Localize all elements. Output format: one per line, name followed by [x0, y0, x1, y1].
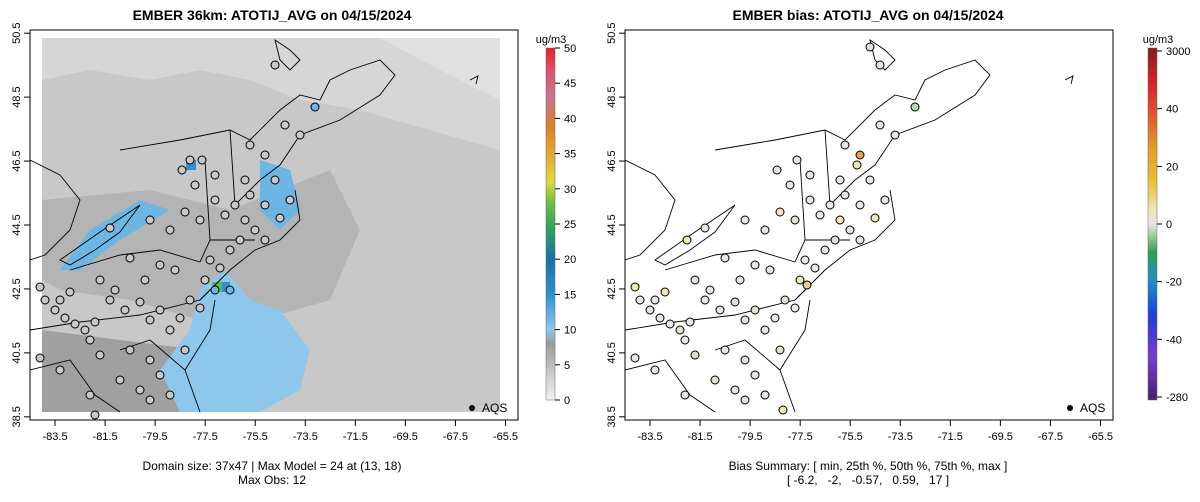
right-colorbar: ug/m3 3000 40 20 0 -20 -40 -280 — [1143, 34, 1191, 404]
left-colorbar-tick-label: 50 — [564, 43, 576, 55]
right-title: EMBER bias: ATOTIJ_AVG on 04/15/2024 — [732, 7, 1003, 23]
right-x-tick-label: -69.5 — [988, 431, 1013, 443]
right-footer-line2: [ -6.2, -2, -0.57, 0.59, 17 ] — [787, 473, 949, 487]
left-footer-line1: Domain size: 37x47 | Max Model = 24 at (… — [143, 459, 402, 473]
left-x-tick-label: -73.5 — [293, 431, 318, 443]
left-x-axis: -83.5 -81.5 -79.5 -77.5 -75.5 -73.5 -71.5 -69.5… — [42, 420, 518, 443]
left-colorbar-tick-label: 35 — [564, 149, 576, 161]
left-legend-dot — [469, 405, 475, 411]
left-legend-label: AQS — [482, 401, 507, 415]
left-x-tick-label: -67.5 — [443, 431, 468, 443]
right-colorbar-tick-label: -280 — [1166, 392, 1188, 404]
right-legend-label: AQS — [1080, 401, 1105, 415]
left-x-tick-label: -83.5 — [42, 431, 67, 443]
right-footer-line1: Bias Summary: [ min, 25th %, 50th %, 75t… — [729, 459, 1008, 473]
right-x-tick-label: -65.5 — [1088, 431, 1113, 443]
right-y-tick-label: 50.5 — [606, 22, 618, 43]
right-colorbar-tick-label: 3000 — [1166, 46, 1190, 58]
left-colorbar-tick-label: 25 — [564, 219, 576, 231]
right-colorbar-tick-label: -20 — [1166, 277, 1182, 289]
left-footer-line2: Max Obs: 12 — [238, 473, 306, 487]
right-colorbar-tick-label: 0 — [1166, 219, 1172, 231]
right-x-tick-label: -79.5 — [738, 431, 763, 443]
right-x-tick-label: -75.5 — [838, 431, 863, 443]
right-colorbar-scale — [1147, 47, 1158, 401]
right-y-axis: 38.5 40.5 42.5 44.5 46.5 48.5 50.5 — [606, 22, 625, 428]
right-y-tick-label: 44.5 — [606, 214, 618, 235]
left-y-tick-label: 44.5 — [11, 214, 23, 235]
right-y-tick-label: 40.5 — [606, 342, 618, 363]
left-high-cell-2 — [186, 160, 196, 170]
right-x-tick-label: -73.5 — [888, 431, 913, 443]
left-blue-plume-lake — [60, 200, 170, 270]
right-colorbar-tick-label: 20 — [1166, 161, 1178, 173]
right-colorbar-tick-label: 40 — [1166, 104, 1178, 116]
left-x-tick-label: -79.5 — [143, 431, 168, 443]
left-colorbar-tick-label: 40 — [564, 113, 576, 125]
left-stations — [35, 60, 320, 420]
right-colorbar-tick-label: -40 — [1166, 334, 1182, 346]
left-colorbar: ug/m3 0 5 10 15 20 25 30 35 40 45 50 — [536, 34, 577, 407]
left-map-panel: EMBER 36km: ATOTIJ_AVG on 04/15/2024 — [11, 7, 519, 487]
right-boundaries — [625, 38, 1074, 413]
left-colorbar-tick-label: 15 — [564, 289, 576, 301]
right-map-panel: EMBER bias: ATOTIJ_AVG on 04/15/2024 — [606, 7, 1114, 487]
left-x-tick-label: -75.5 — [243, 431, 268, 443]
right-legend-dot — [1067, 405, 1073, 411]
right-x-tick-label: -67.5 — [1038, 431, 1063, 443]
right-colorbar-unit: ug/m3 — [1143, 34, 1174, 46]
right-y-tick-label: 48.5 — [606, 86, 618, 107]
right-y-tick-label: 46.5 — [606, 150, 618, 171]
left-x-tick-label: -65.5 — [493, 431, 518, 443]
left-boundaries — [30, 38, 479, 413]
left-y-tick-label: 40.5 — [11, 342, 23, 363]
right-y-tick-label: 38.5 — [606, 406, 618, 427]
left-y-tick-label: 48.5 — [11, 86, 23, 107]
left-blue-plume-maine — [260, 160, 300, 230]
left-y-tick-label: 38.5 — [11, 406, 23, 427]
left-colorbar-tick-label: 10 — [564, 325, 576, 337]
left-high-cell — [222, 282, 230, 292]
left-colorbar-unit: ug/m3 — [536, 34, 567, 46]
left-x-tick-label: -69.5 — [393, 431, 418, 443]
left-lighter-region — [380, 38, 500, 100]
left-x-tick-label: -77.5 — [193, 431, 218, 443]
left-colorbar-tick-label: 20 — [564, 254, 576, 266]
right-x-tick-label: -81.5 — [688, 431, 713, 443]
left-x-tick-label: -71.5 — [343, 431, 368, 443]
right-plot-area — [625, 30, 1113, 420]
right-y-tick-label: 42.5 — [606, 278, 618, 299]
left-colorbar-tick-label: 0 — [564, 395, 570, 407]
left-colorbar-tick-label: 5 — [564, 360, 570, 372]
right-x-axis: -83.5 -81.5 -79.5 -77.5 -75.5 -73.5 -71.5 -69.5… — [637, 420, 1113, 443]
left-colorbar-tick-label: 30 — [564, 184, 576, 196]
left-y-tick-label: 50.5 — [11, 22, 23, 43]
left-y-tick-label: 46.5 — [11, 150, 23, 171]
left-y-tick-label: 42.5 — [11, 278, 23, 299]
right-x-tick-label: -83.5 — [637, 431, 662, 443]
left-x-tick-label: -81.5 — [93, 431, 118, 443]
left-title: EMBER 36km: ATOTIJ_AVG on 04/15/2024 — [133, 7, 412, 23]
right-x-tick-label: -71.5 — [938, 431, 963, 443]
right-x-tick-label: -77.5 — [788, 431, 813, 443]
right-stations — [630, 42, 920, 415]
left-colorbar-tick-label: 45 — [564, 78, 576, 90]
left-y-axis: 38.5 40.5 42.5 44.5 46.5 48.5 50.5 — [11, 22, 30, 428]
left-colorbar-scale — [545, 47, 556, 401]
